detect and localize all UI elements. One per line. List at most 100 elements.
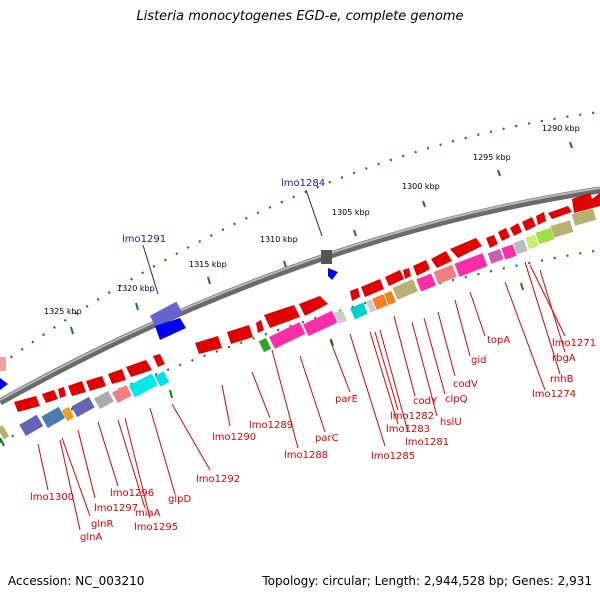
- feature-block[interactable]: [149, 301, 183, 328]
- feature-block[interactable]: [302, 310, 338, 337]
- gene-label[interactable]: lmo1295: [134, 522, 178, 533]
- feature-block[interactable]: [454, 253, 488, 277]
- gene-arrow[interactable]: [153, 354, 165, 367]
- gene-arrow[interactable]: [58, 387, 66, 398]
- gene-label[interactable]: rnhB: [550, 374, 574, 385]
- gene-label[interactable]: miaA: [135, 508, 161, 519]
- gene-label[interactable]: lmo1297: [94, 503, 138, 514]
- blue-leader-lines: [142, 189, 323, 295]
- feature-block[interactable]: [154, 371, 170, 387]
- gene-label[interactable]: parC: [315, 433, 339, 444]
- feature-block[interactable]: [333, 309, 348, 325]
- gene-label[interactable]: lmo1283: [386, 424, 430, 435]
- gene-label[interactable]: lmo1271: [552, 338, 596, 349]
- gene-label[interactable]: codV: [453, 379, 478, 390]
- gene-label[interactable]: rbgA: [552, 353, 576, 364]
- gene-label[interactable]: lmo1296: [110, 488, 154, 499]
- gene-label[interactable]: parE: [335, 394, 358, 405]
- gene-label[interactable]: lmo1292: [196, 474, 240, 485]
- gene-arrow[interactable]: [548, 206, 572, 219]
- gene-label[interactable]: clpQ: [445, 394, 468, 405]
- feature-block[interactable]: [128, 373, 158, 398]
- feature-block[interactable]: [41, 406, 66, 429]
- gene-label[interactable]: lmo1284: [281, 178, 325, 189]
- feature-block[interactable]: [501, 244, 517, 260]
- gene-label[interactable]: gid: [471, 355, 486, 366]
- gene-arrow[interactable]: [536, 212, 546, 225]
- feature-block[interactable]: [350, 302, 368, 320]
- feature-block[interactable]: [487, 248, 504, 264]
- gene-arrow[interactable]: [108, 369, 126, 384]
- scale-ticks: [0, 141, 573, 447]
- gene-label[interactable]: hslU: [440, 417, 462, 428]
- scale-label: 1325 kbp: [44, 307, 82, 316]
- gene-arrow[interactable]: [510, 223, 522, 236]
- gene-label[interactable]: lmo1300: [30, 492, 74, 503]
- feature-block[interactable]: [0, 357, 6, 371]
- feature-block[interactable]: [258, 337, 272, 353]
- topology-text: Topology: circular; Length: 2,944,528 bp…: [262, 574, 592, 588]
- feature-block[interactable]: [372, 294, 388, 310]
- gene-arrow[interactable]: [413, 260, 430, 276]
- scale-label: 1320 kbp: [117, 284, 155, 293]
- feature-block[interactable]: [365, 299, 377, 313]
- feature-block[interactable]: [416, 273, 437, 292]
- gene-label[interactable]: lmo1290: [212, 432, 256, 443]
- gene-label[interactable]: lmo1291: [122, 234, 166, 245]
- gene-label[interactable]: glnA: [80, 532, 102, 543]
- feature-block[interactable]: [19, 414, 44, 437]
- gene-label[interactable]: glpD: [168, 494, 191, 505]
- feature-block[interactable]: [433, 264, 457, 285]
- gene-label[interactable]: codY: [413, 396, 438, 407]
- feature-block[interactable]: [112, 384, 132, 404]
- feature-block[interactable]: [571, 208, 597, 226]
- gene-arrow[interactable]: [86, 376, 106, 391]
- gene-arrow[interactable]: [299, 296, 328, 316]
- feature-block[interactable]: [535, 227, 555, 245]
- gene-label[interactable]: lmo1281: [405, 437, 449, 448]
- gene-arrow[interactable]: [498, 228, 510, 241]
- scale-label: 1290 kbp: [542, 124, 580, 133]
- gene-arrow[interactable]: [572, 193, 600, 213]
- feature-block[interactable]: [321, 250, 332, 264]
- gene-arrow[interactable]: [403, 268, 411, 279]
- gene-arrow[interactable]: [42, 390, 58, 403]
- gene-arrow-blue[interactable]: [155, 318, 186, 340]
- feature-block[interactable]: [269, 322, 306, 349]
- gene-arrow[interactable]: [431, 251, 452, 268]
- gene-arrow-blue[interactable]: [328, 268, 338, 280]
- feature-block[interactable]: [525, 234, 539, 250]
- gene-arrow[interactable]: [361, 279, 384, 297]
- gene-arrow[interactable]: [256, 320, 264, 333]
- feature-block[interactable]: [513, 239, 528, 255]
- gene-arrow[interactable]: [385, 270, 404, 286]
- gene-label[interactable]: lmo1285: [371, 451, 415, 462]
- scale-label: 1305 kbp: [332, 208, 370, 217]
- gene-arrow[interactable]: [486, 235, 498, 248]
- gene-arrow[interactable]: [522, 217, 536, 231]
- feature-block[interactable]: [71, 396, 95, 418]
- gene-label[interactable]: lmo1289: [249, 420, 293, 431]
- gene-label[interactable]: topA: [487, 335, 510, 346]
- gene-label[interactable]: glnR: [91, 519, 113, 530]
- feature-block[interactable]: [94, 390, 114, 410]
- gene-arrow[interactable]: [14, 396, 40, 412]
- feature-block[interactable]: [383, 290, 397, 306]
- gene-label[interactable]: lmo1288: [284, 450, 328, 461]
- gene-arrow[interactable]: [264, 305, 300, 328]
- scale-label: 1310 kbp: [260, 235, 298, 244]
- gene-arrow-blue[interactable]: [0, 378, 8, 390]
- feature-block[interactable]: [392, 279, 418, 300]
- gene-arrow[interactable]: [350, 288, 360, 301]
- gene-arrow[interactable]: [450, 238, 482, 258]
- gene-arrow[interactable]: [227, 325, 253, 344]
- feature-block[interactable]: [550, 220, 574, 238]
- gene-arrow[interactable]: [195, 336, 222, 354]
- gene-arrow[interactable]: [68, 381, 86, 396]
- gene-label[interactable]: lmo1274: [532, 389, 576, 400]
- feature-blocks: [0, 208, 597, 440]
- gene-arrow[interactable]: [126, 360, 152, 377]
- feature-block[interactable]: [61, 406, 75, 422]
- gene-label[interactable]: lmo1282: [390, 411, 434, 422]
- feature-block[interactable]: [0, 425, 10, 440]
